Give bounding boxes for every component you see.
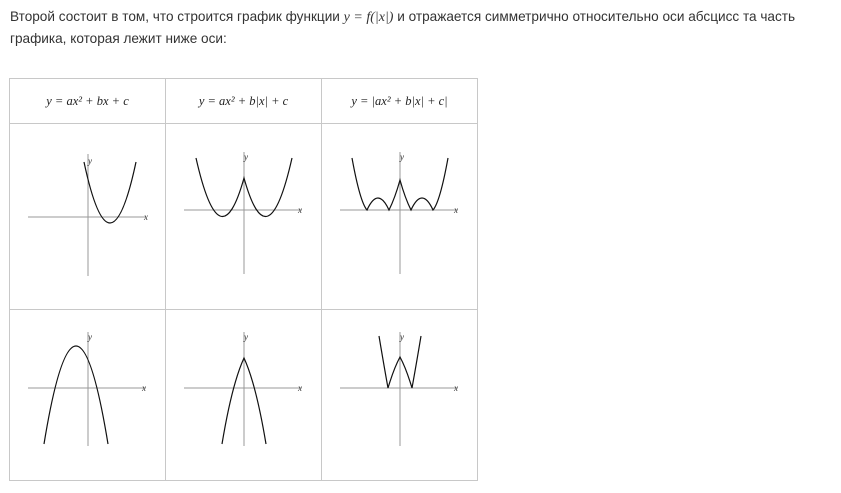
graph-parabola-down: x y xyxy=(28,332,146,446)
y-axis-label: y xyxy=(399,332,404,342)
graph-cell-1-1: x y xyxy=(9,123,166,310)
curve xyxy=(351,157,449,212)
x-axis-label: x xyxy=(297,383,302,393)
graph-parabola-up: x y xyxy=(28,154,148,276)
graph-cell-2-2: x y xyxy=(165,309,322,481)
y-axis-label: y xyxy=(243,332,248,342)
curve xyxy=(83,161,137,224)
curve xyxy=(378,335,422,389)
x-axis-label: x xyxy=(141,383,146,393)
graph-abs-whole-down: x y xyxy=(340,332,458,446)
intro-text-2: и отражается симметрично относительно ос… xyxy=(10,9,796,46)
curve xyxy=(195,157,293,218)
x-axis-label: x xyxy=(453,383,458,393)
x-axis-label: x xyxy=(143,212,148,222)
curve xyxy=(43,345,109,445)
y-axis-label: y xyxy=(399,152,404,162)
y-axis-label: y xyxy=(87,332,92,342)
table-row-downward: x y x y x y xyxy=(9,309,478,481)
graph-cell-2-3: x y xyxy=(321,309,478,481)
intro-formula: y = f(|x|) xyxy=(343,10,394,25)
graph-cell-1-2: x y xyxy=(165,123,322,310)
intro-paragraph: Второй состоит в том, что строится графи… xyxy=(10,6,838,49)
y-axis-label: y xyxy=(243,152,248,162)
header-abs-whole: y = |ax² + b|x| + c| xyxy=(321,78,478,124)
graphs-table: y = ax² + bx + c y = ax² + b|x| + c y = … xyxy=(9,78,478,481)
graph-abs-whole-up: x y xyxy=(340,152,458,274)
graph-cell-2-1: x y xyxy=(9,309,166,481)
graph-abs-x-down: x y xyxy=(184,332,302,446)
x-axis-label: x xyxy=(453,205,458,215)
curve xyxy=(221,356,267,445)
graph-cell-1-3: x y xyxy=(321,123,478,310)
graph-abs-x-up: x y xyxy=(184,152,302,274)
header-abs-x: y = ax² + b|x| + c xyxy=(165,78,322,124)
y-axis-label: y xyxy=(87,156,92,166)
intro-text-1: Второй состоит в том, что строится графи… xyxy=(10,9,344,24)
header-quadratic: y = ax² + bx + c xyxy=(9,78,166,124)
table-header-row: y = ax² + bx + c y = ax² + b|x| + c y = … xyxy=(9,78,478,124)
x-axis-label: x xyxy=(297,205,302,215)
table-row-upward: x y x y x y xyxy=(9,123,478,310)
